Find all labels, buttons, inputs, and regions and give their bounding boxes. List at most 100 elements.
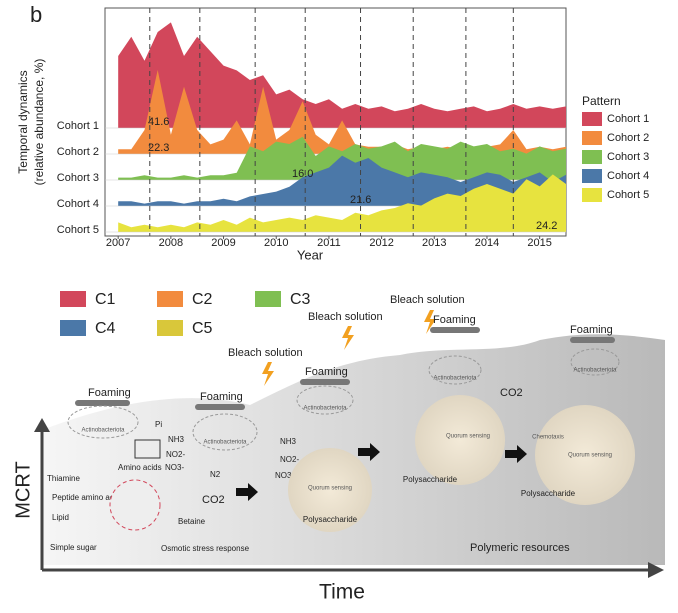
ridge-area [118, 174, 567, 232]
chem-label: CO2 [500, 387, 523, 399]
x-tick-label: 2013 [422, 237, 446, 249]
y-category-label: Cohort 4 [57, 198, 99, 210]
floc [415, 395, 505, 485]
foam [75, 327, 615, 410]
bleach-label: Bleach solution [228, 347, 303, 359]
x-tick-label: 2011 [317, 237, 341, 249]
phylum-label: Actinobacteriota [203, 440, 247, 446]
chem-label: NH3 [280, 437, 297, 446]
x-tick-label: 2014 [475, 237, 499, 249]
data-annotation: 16.0 [292, 168, 313, 180]
quorum-label: Quorum sensing [446, 434, 490, 440]
data-annotation: 21.6 [350, 194, 371, 206]
bolt [424, 310, 436, 334]
legend-swatch [582, 112, 602, 126]
bleach-label: Bleach solution [308, 311, 383, 323]
nutrient-label: Simple sugar [50, 543, 97, 552]
legend-label: Cohort 4 [607, 170, 649, 182]
legend-swatch [582, 131, 602, 145]
legend-label: Cohort 1 [607, 113, 649, 125]
floc [535, 405, 635, 505]
data-annotation: 41.6 [148, 116, 169, 128]
arrow [236, 483, 258, 501]
y-axis-title: (relative abundance, %) [32, 59, 46, 186]
chem-label: N2 [210, 470, 221, 479]
y-axis-title: Temporal dynamics [16, 70, 30, 173]
chem-label: NH3 [168, 435, 185, 444]
legend-label: C4 [95, 320, 116, 337]
chemotaxis-label: Chemotaxis [532, 435, 564, 441]
nutrient-label: Lipid [52, 513, 69, 522]
chem-label: NO3- [275, 471, 294, 480]
resources-label: Polymeric resources [470, 542, 570, 554]
chem-label: Pi [155, 420, 162, 429]
data-annotation: 24.2 [536, 220, 557, 232]
box [134, 439, 161, 459]
legend-swatch [255, 291, 281, 307]
community-circle [67, 348, 620, 451]
quorum-label: Quorum sensing [568, 453, 612, 459]
y-category-label: Cohort 3 [57, 172, 99, 184]
legend-label: C1 [95, 291, 116, 308]
x-axis-title: Year [297, 247, 324, 262]
chem-label: Osmotic stress response [161, 544, 250, 553]
ridge-area [118, 155, 567, 206]
legend-label: C5 [192, 320, 213, 337]
legend-swatch [582, 169, 602, 183]
y-category-label: Cohort 2 [57, 146, 99, 158]
chem-label: NO2- [166, 450, 185, 459]
phylum-label: Actinobacteriota [433, 376, 477, 382]
foaming-label: Foaming [200, 391, 243, 403]
data-annotation: 22.3 [148, 142, 169, 154]
x-tick-label: 2015 [527, 237, 551, 249]
legend-label: Cohort 2 [607, 132, 649, 144]
arrowhead [648, 562, 664, 578]
foaming-label: Foaming [570, 324, 613, 336]
chem-label: Betaine [178, 517, 206, 526]
foaming-label: Foaming [88, 387, 131, 399]
legend-swatch [582, 150, 602, 164]
floc [288, 448, 372, 532]
legend-swatch [157, 320, 183, 336]
y-category-label: Cohort 1 [57, 120, 99, 132]
legend-label: C2 [192, 291, 213, 308]
nutrient-label: Thiamine [47, 474, 80, 483]
phylum-label: Actinobacteriota [81, 428, 125, 434]
chem-label: Amino acids [118, 463, 162, 472]
polysaccharide-label: Polysaccharide [403, 475, 458, 484]
cell-cluster [109, 479, 161, 531]
x-axis-title: Time [319, 581, 365, 604]
legend-swatch [157, 291, 183, 307]
chem-label: NO2- [280, 455, 299, 464]
phylum-label: Actinobacteriota [573, 368, 617, 374]
x-tick-label: 2007 [106, 237, 130, 249]
arrow [358, 443, 380, 461]
y-axis-title: MCRT [12, 461, 34, 518]
y-category-label: Cohort 5 [57, 224, 99, 236]
legend-swatch [582, 188, 602, 202]
ridge-area [118, 22, 567, 128]
polysaccharide-label: Polysaccharide [303, 515, 358, 524]
bleach-label: Bleach solution [390, 294, 465, 306]
diagram: C1 C2 C3 C4 C5 Bleach solution Bleach so… [12, 291, 665, 604]
legend-swatch [60, 291, 86, 307]
x-tick-label: 2008 [159, 237, 183, 249]
foaming-label: Foaming [433, 314, 476, 326]
legend-swatch [60, 320, 86, 336]
bolt [342, 326, 354, 350]
legend-label: Cohort 5 [607, 189, 649, 201]
x-tick-label: 2009 [211, 237, 235, 249]
polysaccharide-label: Polysaccharide [521, 489, 576, 498]
x-tick-label: 2012 [369, 237, 393, 249]
phylum-label: Actinobacteriota [303, 406, 347, 412]
x-tick-label: 2010 [264, 237, 288, 249]
bolt [262, 362, 274, 386]
panel-label: b [30, 2, 42, 27]
ridge-chart: Cohort 1 Cohort 1 Cohort 2 Cohort 2 Cohort 3… [16, 7, 649, 262]
legend-label: C3 [290, 291, 311, 308]
landscape [42, 334, 665, 565]
arrow [505, 445, 527, 463]
legend-title: Pattern [582, 94, 621, 108]
foaming-label: Foaming [305, 366, 348, 378]
